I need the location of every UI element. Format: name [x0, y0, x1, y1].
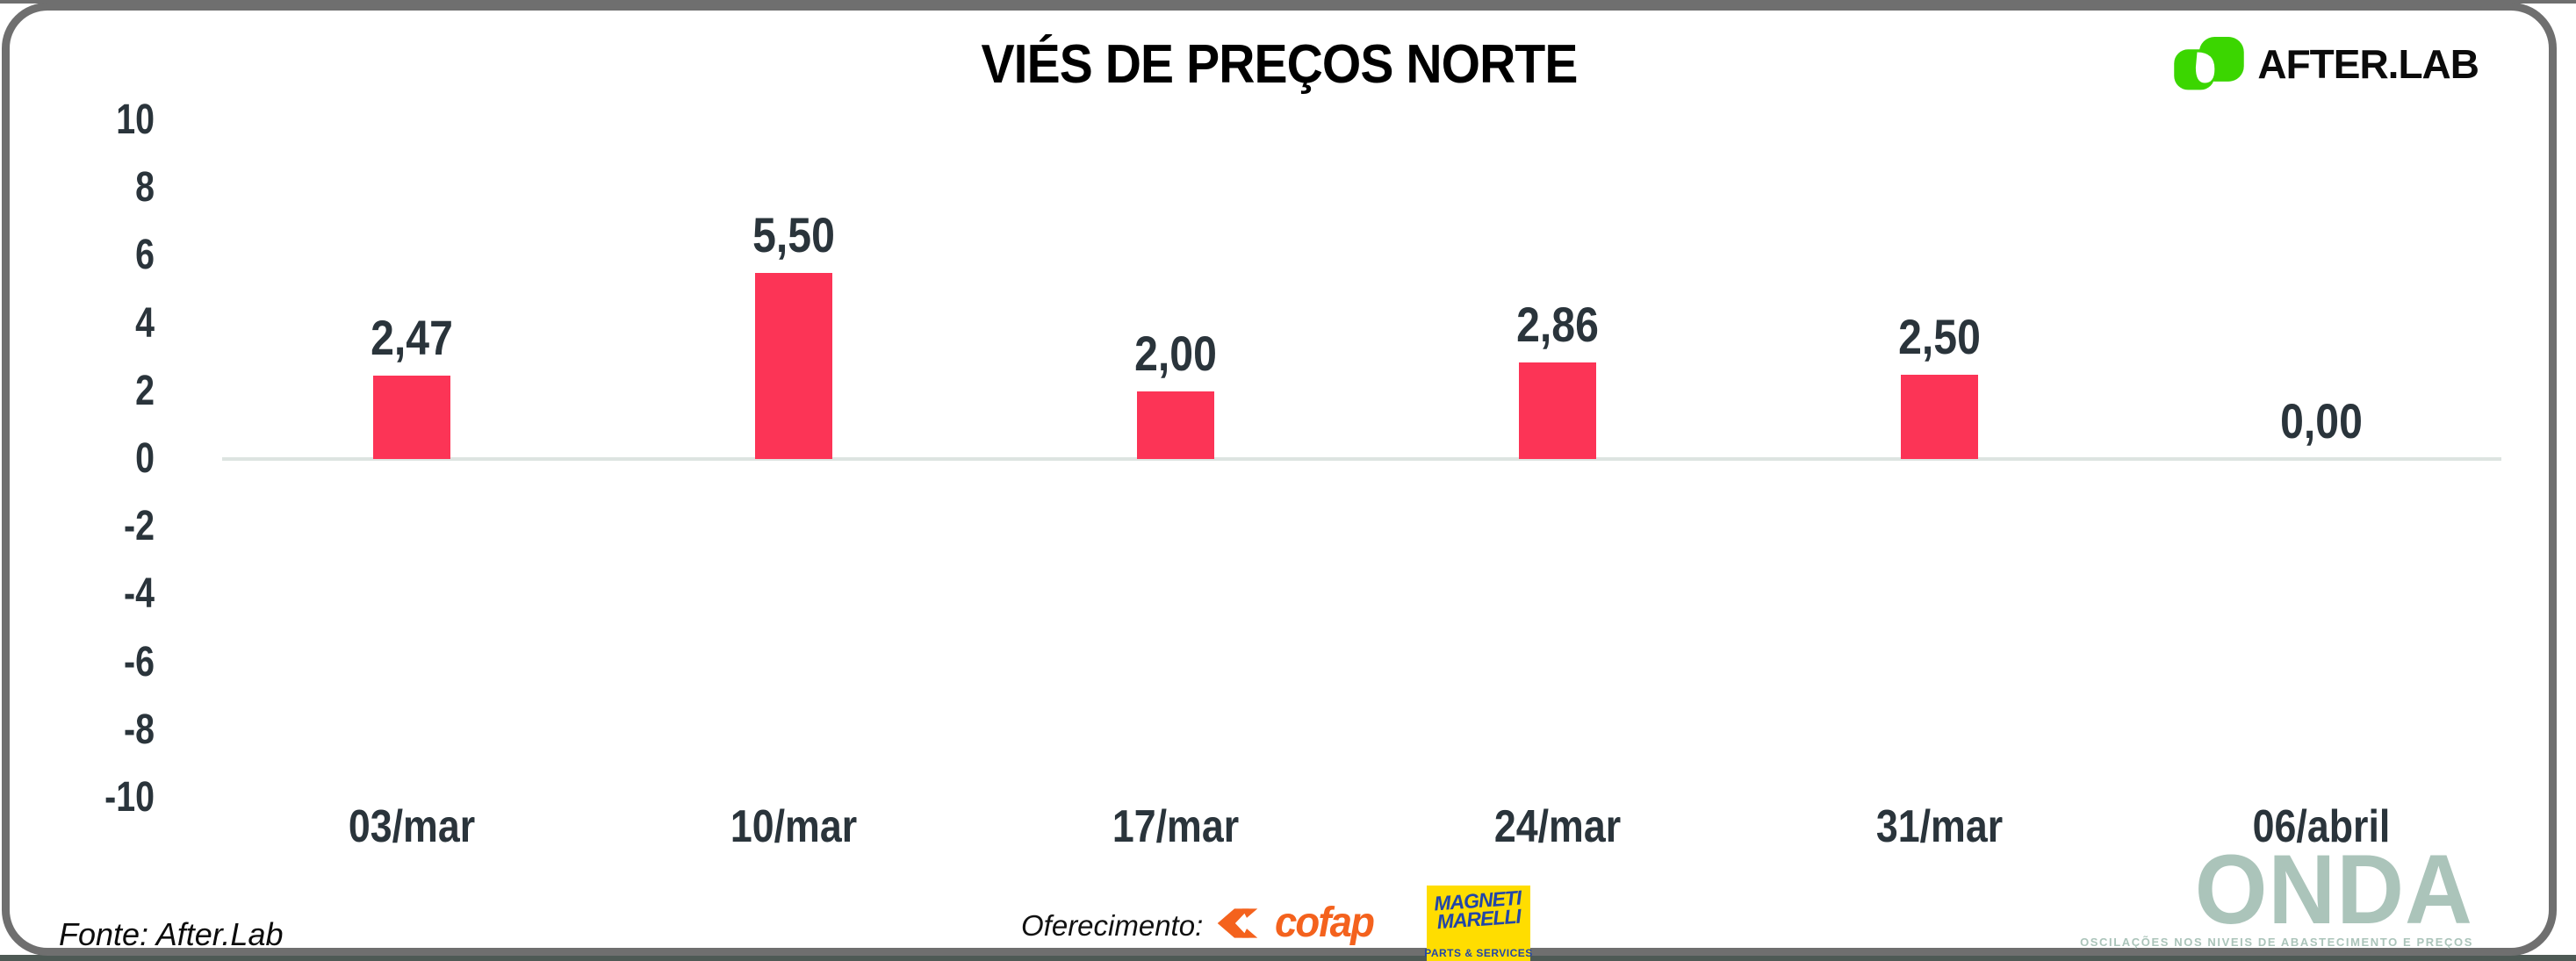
y-axis-tick-label: -4 [123, 570, 155, 618]
bar-value-label: 0,00 [2279, 393, 2363, 448]
x-axis-tick-label: 17/mar [1112, 801, 1239, 852]
cofap-logo-icon [1217, 907, 1258, 938]
bar-column [754, 272, 832, 459]
onda-logo-text: ONDA [2194, 835, 2473, 944]
y-axis-tick-label: 10 [116, 97, 155, 143]
onda-logo-tagline: OSCILAÇÕES NOS NIVEIS DE ABASTECIMENTO E… [2080, 936, 2473, 949]
bar-value-label: 5,50 [752, 206, 835, 262]
y-axis-tick-label: -10 [104, 774, 155, 821]
y-axis-tick-label: 8 [135, 164, 155, 212]
bar-chart: 10 8 6 4 2 0 -2 -4 -6 -8 -10 2,47 03/mar 5,50 10/mar 2,… [10, 11, 2549, 948]
bar-column [1900, 374, 1978, 459]
page-title: VIÉS DE PREÇOS NORTE [981, 34, 1579, 95]
source-note: Fonte: After.Lab [59, 916, 284, 952]
y-axis-tick-label: 0 [135, 435, 155, 482]
chart-card: VIÉS DE PREÇOS NORTE AFTER.LAB 10 8 6 4 2 0 -2… [2, 3, 2557, 961]
bar-value-label: 2,47 [370, 309, 453, 365]
x-axis-tick-label: 03/mar [348, 801, 475, 852]
top-edge-strip [0, 0, 2576, 4]
bar-column [1518, 362, 1596, 459]
bar-column [372, 375, 450, 459]
bar-value-label: 2,00 [1133, 325, 1217, 381]
x-axis-tick-label: 10/mar [730, 801, 857, 852]
bar-column [1136, 391, 1214, 459]
x-axis-tick-label: 24/mar [1493, 801, 1621, 852]
y-axis-tick-label: 4 [135, 299, 155, 347]
magneti-marelli-logo: MAGNETI MARELLI PARTS & SERVICES [1424, 886, 1533, 961]
cofap-logo: cofap [1216, 899, 1376, 947]
afterlab-logo-icon [2174, 37, 2245, 90]
magneti-marelli-line2: MARELLI [1436, 904, 1522, 934]
zero-axis-line [222, 457, 2501, 461]
y-axis-tick-label: -2 [123, 503, 155, 550]
bottom-edge-strip [0, 955, 2576, 961]
magneti-marelli-logo-text: MAGNETI MARELLI [1434, 886, 1523, 934]
sponsor-label: Oferecimento: [1021, 909, 1204, 942]
y-axis-tick-label: 2 [135, 367, 155, 414]
x-axis-tick-label: 06/abril [2252, 801, 2390, 852]
bar-value-label: 2,50 [1897, 308, 1981, 364]
afterlab-logo: AFTER.LAB [2173, 37, 2479, 91]
onda-logo: ONDA OSCILAÇÕES NOS NIVEIS DE ABASTECIME… [2080, 835, 2473, 950]
y-axis-tick-label: -8 [123, 706, 155, 753]
cofap-logo-text: cofap [1274, 900, 1375, 946]
y-axis-tick-label: 6 [135, 232, 155, 279]
bar-value-label: 2,86 [1515, 296, 1599, 352]
magneti-marelli-subtext: PARTS & SERVICES [1424, 947, 1533, 959]
x-axis-tick-label: 31/mar [1875, 801, 2003, 852]
afterlab-logo-text: AFTER.LAB [2257, 41, 2479, 87]
y-axis-tick-label: -6 [123, 638, 155, 685]
